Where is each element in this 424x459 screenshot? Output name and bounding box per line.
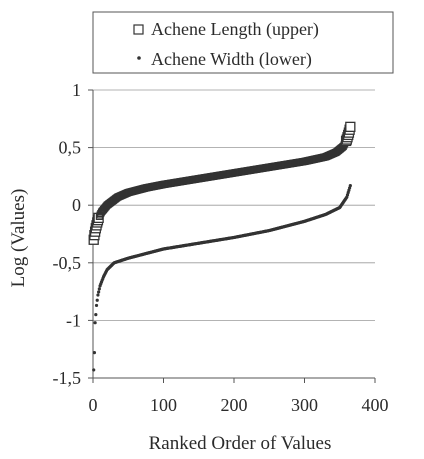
legend: Achene Length (upper) Achene Width (lowe… — [92, 11, 394, 74]
width-point — [97, 290, 101, 294]
length-point — [345, 121, 356, 133]
y-tick-label: 1 — [72, 80, 81, 100]
y-tick-label: -0,5 — [53, 253, 82, 273]
axis-ticks: 1 0,5 0 -0,5 -1 -1,5 0 100 200 300 400 — [53, 80, 389, 415]
y-tick-label: -1,5 — [53, 368, 82, 388]
width-point — [96, 293, 100, 297]
y-tick-label: 0,5 — [59, 138, 82, 158]
x-tick-label: 0 — [89, 395, 98, 415]
x-axis-label: Ranked Order of Values — [149, 433, 332, 454]
x-tick-label: 200 — [221, 395, 248, 415]
width-point — [92, 368, 96, 372]
x-tick-label: 400 — [362, 395, 389, 415]
width-point — [97, 287, 101, 291]
width-point — [94, 303, 99, 308]
y-tick-label: -1 — [66, 310, 81, 330]
legend-box — [92, 11, 394, 74]
width-point — [95, 298, 99, 302]
legend-marker-achene-length — [133, 24, 144, 35]
y-axis-label: Log (Values) — [8, 189, 29, 288]
width-point — [92, 351, 97, 355]
y-tick-label: 0 — [72, 195, 81, 215]
x-tick-label: 100 — [150, 395, 177, 415]
legend-marker-achene-width — [137, 56, 141, 60]
width-point — [93, 321, 97, 325]
width-point — [94, 313, 98, 317]
series-points — [88, 121, 356, 372]
gridlines — [93, 89, 375, 321]
legend-label-achene-length: Achene Length (upper) — [151, 19, 319, 40]
legend-label-achene-width: Achene Width (lower) — [151, 49, 312, 70]
width-point — [348, 184, 352, 188]
x-tick-label: 300 — [291, 395, 318, 415]
